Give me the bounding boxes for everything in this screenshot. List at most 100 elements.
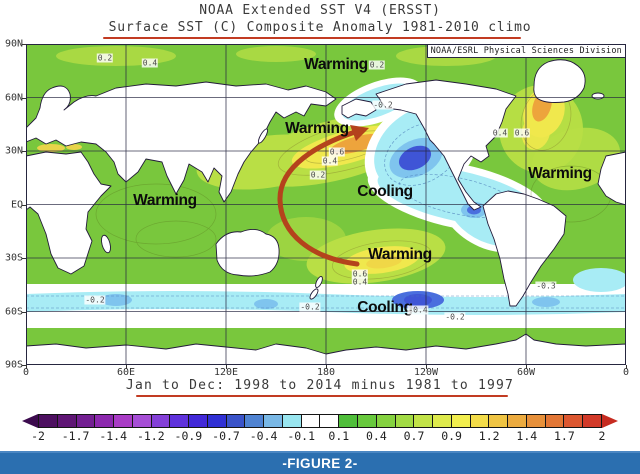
period-caption: Jan to Dec: 1998 to 2014 minus 1981 to 1…: [125, 378, 515, 393]
colorbar-cells: [38, 414, 602, 428]
colorbar-cell: [301, 415, 321, 427]
land-africa: [26, 151, 112, 275]
lon-tick-label: 60W: [516, 367, 536, 378]
colorbar-tick-label: -2: [31, 429, 45, 443]
annotation-layer: Warming Warming Cooling Warming Warming Warmi…: [26, 44, 626, 365]
lat-tick-label: 90S: [4, 359, 23, 371]
lat-tick-label: 90N: [4, 38, 23, 50]
map-annotation-warming: Warming: [304, 56, 368, 73]
lon-tick-label: 0: [22, 367, 30, 378]
colorbar-cell: [76, 415, 96, 427]
figure-title: NOAA Extended SST V4 (ERSST): [199, 3, 441, 18]
colorbar-cell: [339, 415, 359, 427]
warm-blob-south-pacific: [306, 228, 446, 284]
contour-value-label: 0.2: [368, 60, 386, 70]
colorbar-cell: [358, 415, 377, 427]
lon-tick-label: 120E: [213, 367, 239, 378]
map-annotation-cooling: Cooling: [357, 183, 413, 200]
colorbar-cell: [114, 415, 133, 427]
land-new-zealand-south: [309, 288, 319, 300]
lat-tick-mark: [22, 365, 26, 366]
colorbar-cell: [95, 415, 115, 427]
land-alaska: [341, 98, 377, 119]
lon-tick-mark: [226, 365, 227, 369]
colorbar-tick-label: -1.7: [61, 429, 90, 443]
land-north-america: [375, 79, 517, 211]
lon-tick-mark: [526, 365, 527, 369]
colorbar-cell: [207, 415, 227, 427]
colorbar-cell: [508, 415, 527, 427]
colorbar-cell: [320, 415, 340, 427]
map-annotation-cooling: Cooling: [357, 299, 413, 316]
colorbar-cell: [189, 415, 208, 427]
colorbar-cell: [564, 415, 584, 427]
land-greenland: [533, 59, 586, 103]
colorbar-tick-label: -1.2: [136, 429, 165, 443]
colorbar-cell: [526, 415, 546, 427]
contour-value-label: 0.2: [96, 53, 114, 63]
map-annotation-warming: Warming: [368, 246, 432, 263]
colorbar-cell: [226, 415, 246, 427]
caption-underline: [136, 395, 508, 397]
figure-banner: -FIGURE 2-: [0, 451, 640, 474]
map-annotation-warming: Warming: [285, 120, 349, 137]
lon-tick-mark: [326, 365, 327, 369]
colorbar-cell: [414, 415, 434, 427]
lon-tick-label: 60E: [116, 367, 136, 378]
land-japan: [258, 128, 268, 144]
contour-value-label: 0.4: [351, 277, 369, 287]
landmasses: [26, 59, 626, 365]
colorbar-cell: [264, 415, 283, 427]
colorbar-cell: [395, 415, 415, 427]
colorbar-cell: [132, 415, 152, 427]
colorbar-tick-label: 1.7: [554, 429, 575, 443]
colorbar-cell: [545, 415, 565, 427]
lon-tick-mark: [26, 365, 27, 369]
lon-tick-label: 120W: [413, 367, 439, 378]
colorbar-cell: [470, 415, 490, 427]
contour-value-label: 0.2: [309, 170, 327, 180]
colorbar-cell: [433, 415, 452, 427]
lon-tick-mark: [426, 365, 427, 369]
colorbar-tick-label: 2: [598, 429, 606, 443]
colorbar-cell: [282, 415, 302, 427]
subtitle-underline: [103, 37, 521, 39]
contour-value-label: -0.3: [535, 281, 557, 291]
contour-value-label: 0.4: [141, 58, 159, 68]
figure-subtitle: Surface SST (C) Composite Anomaly 1981-2…: [108, 20, 532, 35]
contour-value-label: 0.4: [491, 128, 509, 138]
colorbar-cell: [451, 415, 471, 427]
colorbar-tick-label: 0.1: [328, 429, 350, 443]
colorbar-tick-label: 1.2: [478, 429, 500, 443]
sst-anomaly-map: Warming Warming Cooling Warming Warming Warmi…: [26, 44, 626, 365]
colorbar-right-arrow: [602, 414, 618, 428]
contour-value-label: -0.2: [372, 100, 394, 110]
lat-tick-label: 60N: [4, 92, 23, 103]
lon-tick-mark: [126, 365, 127, 369]
colorbar-cell: [376, 415, 396, 427]
lat-tick-label: 30S: [4, 252, 23, 264]
colorbar-tick-label: -0.7: [212, 429, 240, 443]
map-annotation-warming: Warming: [133, 192, 197, 209]
land-eurasia: [26, 81, 337, 203]
colorbar-cell: [170, 415, 190, 427]
colorbar-tick-label: 1.4: [516, 429, 538, 443]
lat-tick-label: 60S: [4, 306, 23, 317]
contour-value-label: 0.6: [513, 128, 531, 138]
colorbar-tick-label: 0.7: [403, 429, 425, 443]
map-annotation-warming: Warming: [528, 165, 592, 182]
land-madagascar: [101, 234, 111, 254]
contour-value-label: 0.4: [321, 156, 339, 166]
credit-box: NOAA/ESRL Physical Sciences Division: [426, 44, 626, 58]
colorbar: [22, 414, 618, 428]
colorbar-tick-label: -1.4: [99, 429, 128, 443]
lon-tick-label: 180: [316, 367, 336, 378]
colorbar-cell: [489, 415, 509, 427]
figure-banner-label: -FIGURE 2-: [282, 456, 358, 471]
land-australia: [215, 229, 280, 277]
lat-tick-label: 30N: [4, 145, 23, 157]
colorbar-tick-label: 0.4: [366, 429, 387, 443]
colorbar-cell: [583, 415, 601, 427]
indian-ocean-contours: [95, 165, 612, 258]
